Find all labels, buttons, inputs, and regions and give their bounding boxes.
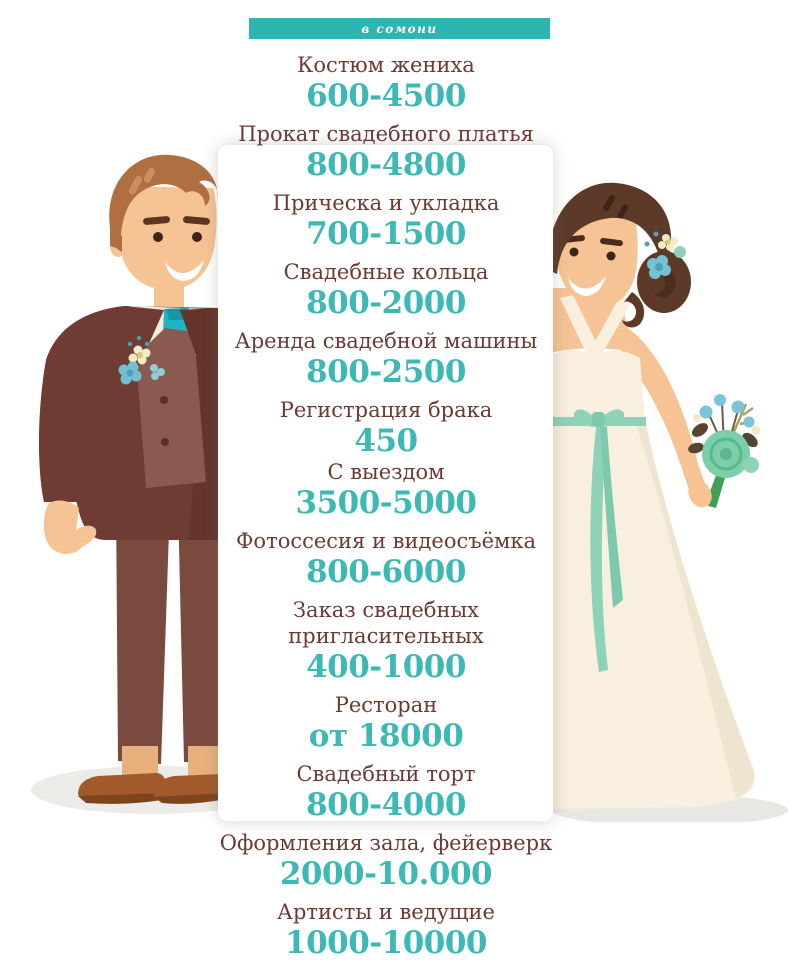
price-item: Фотоссесия и видеосъёмка 800-6000 <box>178 528 594 590</box>
item-label: Фотоссесия и видеосъёмка <box>236 529 536 553</box>
price-item: Артисты и ведущие 1000-10000 <box>178 899 594 961</box>
price-item: Свадебные кольца 800-2000 <box>178 259 594 321</box>
item-label: Ресторан <box>334 693 438 717</box>
groom-hair <box>109 154 219 252</box>
item-label: С выездом <box>327 460 445 484</box>
item-price: 800-2000 <box>306 285 466 321</box>
price-item: Заказ свадебных пригласительных 400-1000 <box>178 597 594 685</box>
price-item: Аренда свадебной машины 800-2500 <box>178 328 594 390</box>
item-price: 2000-10.000 <box>279 856 493 892</box>
info-panel <box>218 145 553 821</box>
item-label-line2: пригласительных <box>288 624 484 648</box>
groom-jacket <box>38 306 220 540</box>
price-item: Прокат свадебного платья 800-4800 <box>178 121 594 183</box>
item-price: 800-6000 <box>306 554 466 590</box>
item-label: Свадебный торт <box>296 762 476 786</box>
item-price: 600-4500 <box>306 78 466 114</box>
price-item: Костюм жениха 600-4500 <box>178 52 594 114</box>
item-price: 800-4000 <box>306 787 466 823</box>
price-item: Ресторан от 18000 <box>178 692 594 754</box>
price-list: Костюм жениха 600-4500 Прокат свадебного п… <box>178 52 594 961</box>
item-price: 3500-5000 <box>295 485 477 521</box>
price-item: Регистрация брака 450 <box>178 397 594 459</box>
bride-hair <box>547 182 691 328</box>
item-label: Костюм жениха <box>297 53 475 77</box>
item-price: 700-1500 <box>306 216 466 252</box>
bride-face <box>555 212 638 307</box>
item-price: от 18000 <box>308 718 464 754</box>
bride-svg <box>547 182 788 826</box>
groom-illustration <box>18 148 275 818</box>
item-label: Заказ свадебных <box>292 598 480 622</box>
bride-ribbon <box>550 409 646 672</box>
currency-band-label: в сомони <box>361 21 438 36</box>
item-label: Артисты и ведущие <box>277 900 495 924</box>
groom-hand <box>43 500 97 554</box>
bride-illustration <box>547 172 788 826</box>
item-label: Прокат свадебного платья <box>238 122 534 146</box>
item-price: 450 <box>354 423 418 459</box>
price-item: Свадебный торт 800-4000 <box>178 761 594 823</box>
currency-band: в сомони <box>249 18 550 39</box>
item-label: Прическа и укладка <box>272 191 500 215</box>
item-label: Свадебные кольца <box>283 260 489 284</box>
price-item: Оформления зала, фейерверк 2000-10.000 <box>178 830 594 892</box>
item-price: 800-4800 <box>306 147 466 183</box>
groom-boutonniere-flowers <box>118 335 165 385</box>
price-item: С выездом 3500-5000 <box>178 459 594 521</box>
item-price: 1000-10000 <box>285 925 488 961</box>
item-label: Регистрация брака <box>279 398 493 422</box>
groom-legs <box>116 498 228 776</box>
bride-bodice <box>550 295 645 426</box>
bride-hand <box>688 480 712 508</box>
bride-hair-flowers <box>644 231 686 279</box>
item-label: Аренда свадебной машины <box>234 329 538 353</box>
groom-shoes <box>78 773 226 804</box>
item-price: 800-2500 <box>306 354 466 390</box>
bride-arm <box>620 328 707 496</box>
price-item: Прическа и укладка 700-1500 <box>178 190 594 252</box>
item-price: 400-1000 <box>306 649 466 685</box>
groom-svg <box>31 154 275 814</box>
item-label: Оформления зала, фейерверк <box>219 831 553 855</box>
